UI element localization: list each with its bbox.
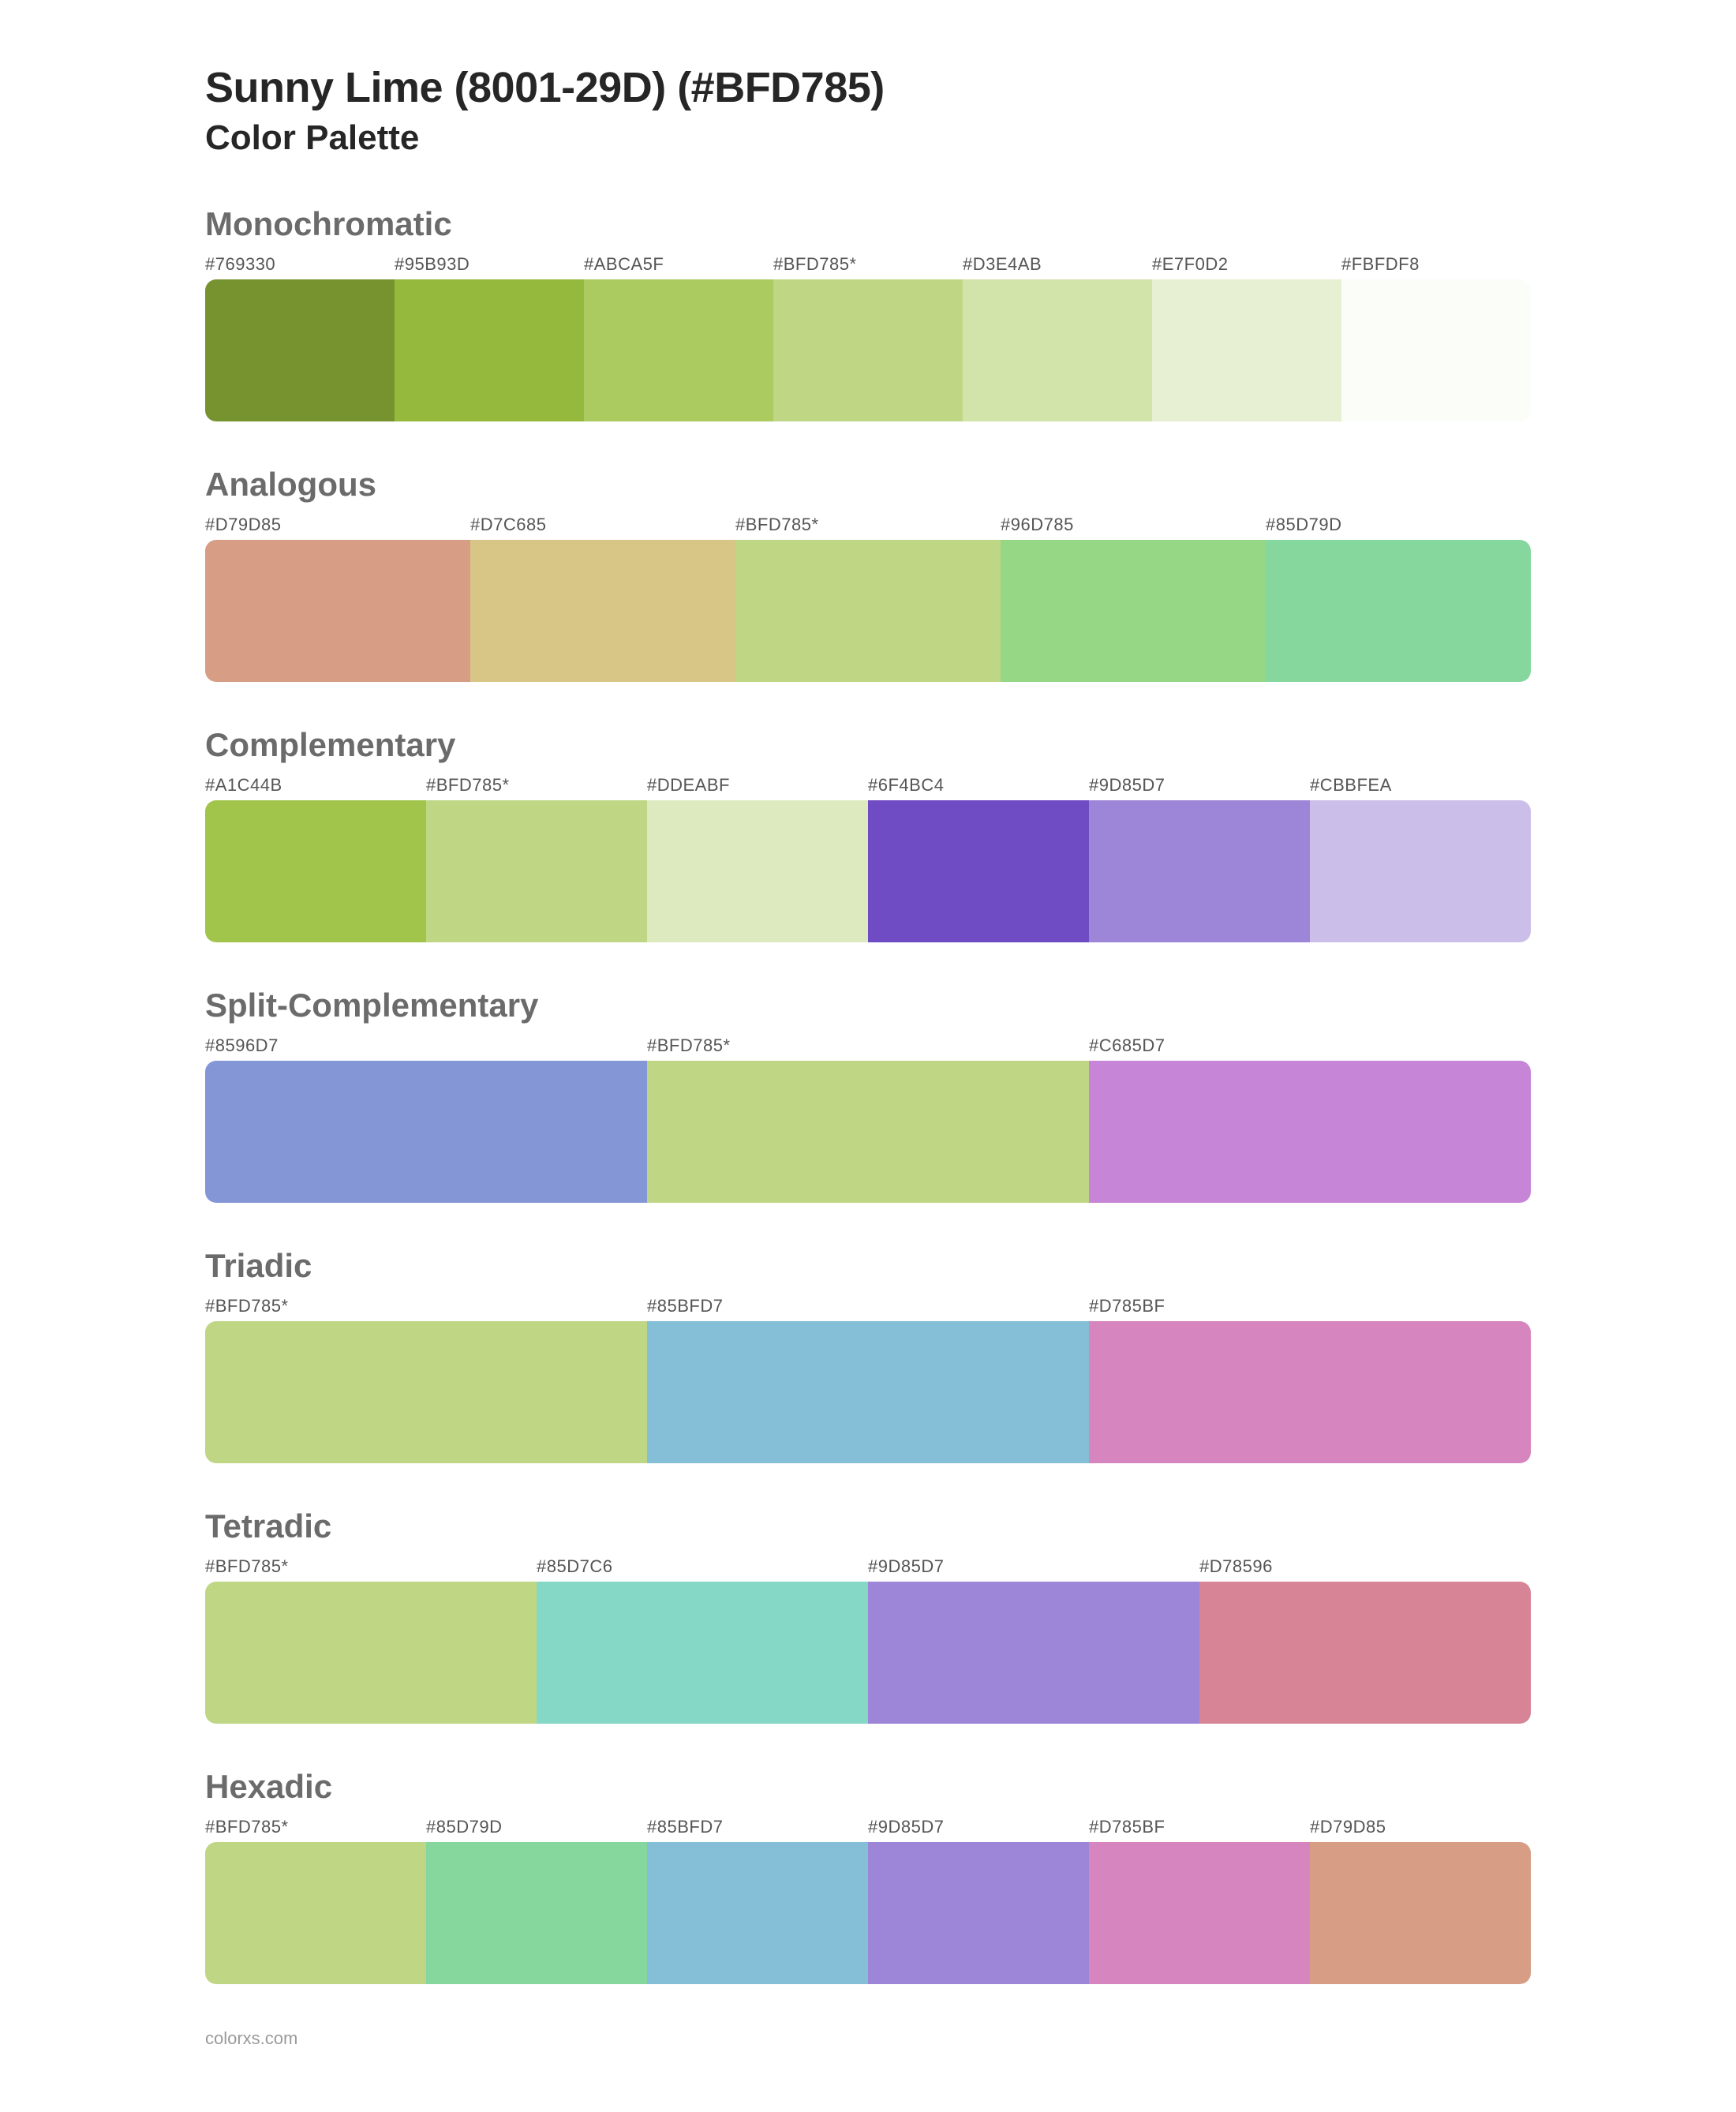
color-swatch[interactable] xyxy=(773,279,963,421)
color-swatch[interactable] xyxy=(647,1842,868,1984)
swatch-row xyxy=(205,800,1531,942)
swatch-label: #85BFD7 xyxy=(647,1296,1089,1321)
color-swatch[interactable] xyxy=(426,800,647,942)
swatch-label: #D785BF xyxy=(1089,1296,1531,1321)
scheme-title: Complementary xyxy=(205,726,1531,764)
swatch-label: #BFD785* xyxy=(773,254,963,279)
swatch-label: #BFD785* xyxy=(205,1817,426,1842)
swatch-label: #85D7C6 xyxy=(537,1556,868,1582)
scheme-title: Analogous xyxy=(205,466,1531,504)
page-subtitle: Color Palette xyxy=(205,118,1531,158)
footer-credit: colorxs.com xyxy=(205,2028,1531,2049)
palette-scheme: Triadic #BFD785*#85BFD7#D785BF xyxy=(205,1247,1531,1463)
color-swatch[interactable] xyxy=(1310,800,1531,942)
swatch-row xyxy=(205,540,1531,682)
swatch-label: #BFD785* xyxy=(205,1296,647,1321)
swatch-label: #E7F0D2 xyxy=(1152,254,1341,279)
swatch-label: #9D85D7 xyxy=(1089,775,1310,800)
swatch-label: #D79D85 xyxy=(205,515,470,540)
color-swatch[interactable] xyxy=(584,279,773,421)
swatch-label: #D79D85 xyxy=(1310,1817,1531,1842)
color-swatch[interactable] xyxy=(1310,1842,1531,1984)
swatch-label: #DDEABF xyxy=(647,775,868,800)
swatch-label: #85D79D xyxy=(426,1817,647,1842)
color-swatch[interactable] xyxy=(868,800,1089,942)
color-swatch[interactable] xyxy=(647,1321,1089,1463)
palette-scheme: Monochromatic #769330#95B93D#ABCA5F#BFD78… xyxy=(205,205,1531,421)
swatch-label: #85D79D xyxy=(1266,515,1531,540)
color-swatch[interactable] xyxy=(205,1061,647,1203)
swatch-label: #BFD785* xyxy=(205,1556,537,1582)
swatch-row xyxy=(205,279,1531,421)
palette-scheme: Tetradic #BFD785*#85D7C6#9D85D7#D78596 xyxy=(205,1507,1531,1724)
color-swatch[interactable] xyxy=(205,1321,647,1463)
swatch-row xyxy=(205,1842,1531,1984)
color-swatch[interactable] xyxy=(395,279,584,421)
swatch-row xyxy=(205,1582,1531,1724)
color-swatch[interactable] xyxy=(205,279,395,421)
swatch-label: #96D785 xyxy=(1001,515,1266,540)
scheme-title: Split-Complementary xyxy=(205,987,1531,1024)
swatch-label: #769330 xyxy=(205,254,395,279)
swatch-label: #D785BF xyxy=(1089,1817,1310,1842)
swatch-label: #BFD785* xyxy=(426,775,647,800)
scheme-title: Hexadic xyxy=(205,1768,1531,1806)
color-swatch[interactable] xyxy=(426,1842,647,1984)
color-swatch[interactable] xyxy=(470,540,735,682)
color-swatch[interactable] xyxy=(205,1582,537,1724)
color-swatch[interactable] xyxy=(1089,1061,1531,1203)
swatch-label: #A1C44B xyxy=(205,775,426,800)
swatch-row xyxy=(205,1321,1531,1463)
swatch-label: #95B93D xyxy=(395,254,584,279)
swatch-label: #8596D7 xyxy=(205,1035,647,1061)
swatch-label: #6F4BC4 xyxy=(868,775,1089,800)
scheme-title: Monochromatic xyxy=(205,205,1531,243)
color-swatch[interactable] xyxy=(868,1842,1089,1984)
swatch-label: #C685D7 xyxy=(1089,1035,1531,1061)
swatch-label: #85BFD7 xyxy=(647,1817,868,1842)
color-swatch[interactable] xyxy=(647,800,868,942)
swatch-label: #FBFDF8 xyxy=(1341,254,1531,279)
scheme-title: Triadic xyxy=(205,1247,1531,1285)
color-swatch[interactable] xyxy=(537,1582,868,1724)
color-swatch[interactable] xyxy=(1089,800,1310,942)
swatch-label: #BFD785* xyxy=(735,515,1001,540)
color-swatch[interactable] xyxy=(1152,279,1341,421)
swatch-label: #9D85D7 xyxy=(868,1556,1199,1582)
palette-scheme: Hexadic #BFD785*#85D79D#85BFD7#9D85D7#D78… xyxy=(205,1768,1531,1984)
swatch-label: #BFD785* xyxy=(647,1035,1089,1061)
palette-scheme: Split-Complementary #8596D7#BFD785*#C685D… xyxy=(205,987,1531,1203)
color-swatch[interactable] xyxy=(735,540,1001,682)
scheme-title: Tetradic xyxy=(205,1507,1531,1545)
color-swatch[interactable] xyxy=(1001,540,1266,682)
color-swatch[interactable] xyxy=(1089,1842,1310,1984)
swatch-label: #9D85D7 xyxy=(868,1817,1089,1842)
color-swatch[interactable] xyxy=(205,540,470,682)
swatch-row xyxy=(205,1061,1531,1203)
swatch-label: #D78596 xyxy=(1199,1556,1531,1582)
swatch-label: #D7C685 xyxy=(470,515,735,540)
page-title: Sunny Lime (8001-29D) (#BFD785) xyxy=(205,63,1531,112)
color-swatch[interactable] xyxy=(647,1061,1089,1203)
swatch-label: #ABCA5F xyxy=(584,254,773,279)
palette-scheme: Analogous #D79D85#D7C685#BFD785*#96D785#8… xyxy=(205,466,1531,682)
swatch-label: #D3E4AB xyxy=(963,254,1152,279)
color-swatch[interactable] xyxy=(1341,279,1531,421)
color-swatch[interactable] xyxy=(868,1582,1199,1724)
color-swatch[interactable] xyxy=(1089,1321,1531,1463)
color-swatch[interactable] xyxy=(963,279,1152,421)
color-swatch[interactable] xyxy=(205,800,426,942)
color-swatch[interactable] xyxy=(1266,540,1531,682)
swatch-label: #CBBFEA xyxy=(1310,775,1531,800)
color-swatch[interactable] xyxy=(1199,1582,1531,1724)
color-swatch[interactable] xyxy=(205,1842,426,1984)
schemes-container: Monochromatic#769330#95B93D#ABCA5F#BFD78… xyxy=(205,205,1531,1984)
palette-scheme: Complementary #A1C44B#BFD785*#DDEABF#6F4B… xyxy=(205,726,1531,942)
